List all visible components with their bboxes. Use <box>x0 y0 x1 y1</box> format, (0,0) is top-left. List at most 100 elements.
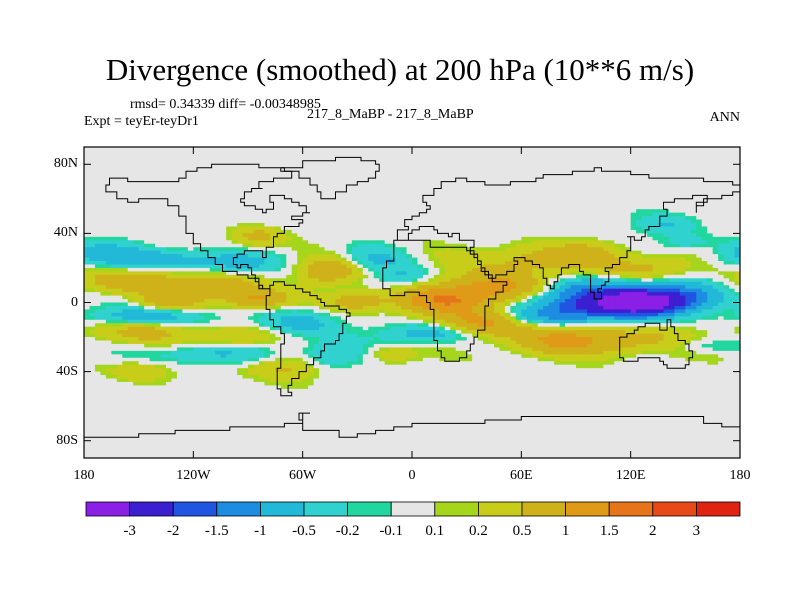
field-cell <box>515 219 522 224</box>
field-cell <box>384 202 391 207</box>
field-cell <box>269 185 276 189</box>
field-cell <box>439 167 446 172</box>
field-cell <box>554 164 560 169</box>
field-cell <box>297 261 304 265</box>
field-cell <box>302 185 309 189</box>
field-cell <box>395 188 402 193</box>
field-cell <box>537 185 544 189</box>
field-cell <box>187 278 194 283</box>
field-cell <box>362 157 369 162</box>
field-cell <box>220 185 227 189</box>
field-cell <box>526 181 533 186</box>
field-cell <box>439 205 446 210</box>
field-cell <box>264 236 271 241</box>
field-cell <box>658 264 664 269</box>
field-cell <box>248 281 254 286</box>
field-cell <box>406 271 413 276</box>
field-cell <box>176 236 183 241</box>
field-cell <box>532 223 539 227</box>
field-cell <box>155 205 161 210</box>
field-cell <box>357 233 364 238</box>
field-cell <box>619 188 626 193</box>
field-cell <box>127 278 134 283</box>
field-cell <box>351 205 358 210</box>
field-cell <box>576 150 582 155</box>
field-cell <box>401 233 407 238</box>
field-cell <box>275 164 282 169</box>
field-cell <box>472 264 478 269</box>
field-cell <box>668 243 675 248</box>
field-cell <box>182 195 189 200</box>
field-cell <box>526 171 533 176</box>
field-cell <box>105 250 112 255</box>
field-cell <box>597 160 604 165</box>
field-cell <box>302 195 309 200</box>
field-cell <box>483 153 489 158</box>
field-cell <box>198 212 205 217</box>
field-cell <box>619 195 626 200</box>
field-cell <box>286 274 293 279</box>
field-cell <box>718 164 724 169</box>
field-cell <box>193 205 200 210</box>
field-cell <box>548 153 555 158</box>
field-cell <box>466 247 473 252</box>
field-cell <box>422 147 429 151</box>
field-cell <box>477 178 484 182</box>
field-cell <box>149 188 156 193</box>
field-cell <box>308 195 314 200</box>
field-cell <box>614 229 621 234</box>
field-cell <box>592 240 599 245</box>
field-cell <box>264 250 271 255</box>
field-cell <box>499 209 506 214</box>
field-cell <box>526 185 533 189</box>
field-cell <box>155 219 161 224</box>
field-cell <box>209 243 216 248</box>
field-cell <box>543 157 550 162</box>
field-cell <box>105 198 112 203</box>
field-cell <box>368 223 375 227</box>
field-cell <box>543 195 550 200</box>
field-cell <box>647 195 653 200</box>
field-cell <box>166 198 172 203</box>
field-cell <box>537 212 544 217</box>
field-cell <box>166 261 172 265</box>
field-cell <box>494 274 500 279</box>
field-cell <box>340 264 347 269</box>
field-cell <box>625 247 632 252</box>
field-cell <box>275 202 282 207</box>
field-cell <box>226 185 232 189</box>
field-cell <box>264 223 271 227</box>
field-cell <box>417 181 424 186</box>
field-cell <box>439 288 446 293</box>
field-cell <box>395 150 402 155</box>
field-cell <box>707 157 714 162</box>
field-cell <box>707 223 714 227</box>
field-cell <box>280 188 287 193</box>
field-cell <box>685 185 692 189</box>
field-cell <box>412 288 418 293</box>
field-cell <box>734 267 741 272</box>
field-cell <box>138 209 145 214</box>
field-cell <box>291 167 298 172</box>
field-cell <box>504 247 511 252</box>
field-cell <box>422 185 429 189</box>
field-cell <box>308 164 314 169</box>
field-cell <box>417 274 424 279</box>
field-cell <box>226 250 232 255</box>
field-cell <box>209 229 216 234</box>
field-cell <box>384 278 391 283</box>
field-cell <box>581 223 588 227</box>
field-cell <box>94 264 101 269</box>
field-cell <box>373 281 380 286</box>
field-cell <box>253 174 260 179</box>
field-cell <box>647 264 653 269</box>
field-cell <box>351 157 358 162</box>
field-cell <box>313 212 320 217</box>
field-cell <box>422 202 429 207</box>
field-cell <box>215 202 222 207</box>
field-cell <box>729 223 735 227</box>
field-cell <box>297 233 304 238</box>
field-cell <box>122 243 129 248</box>
field-cell <box>614 267 621 272</box>
field-cell <box>663 205 670 210</box>
